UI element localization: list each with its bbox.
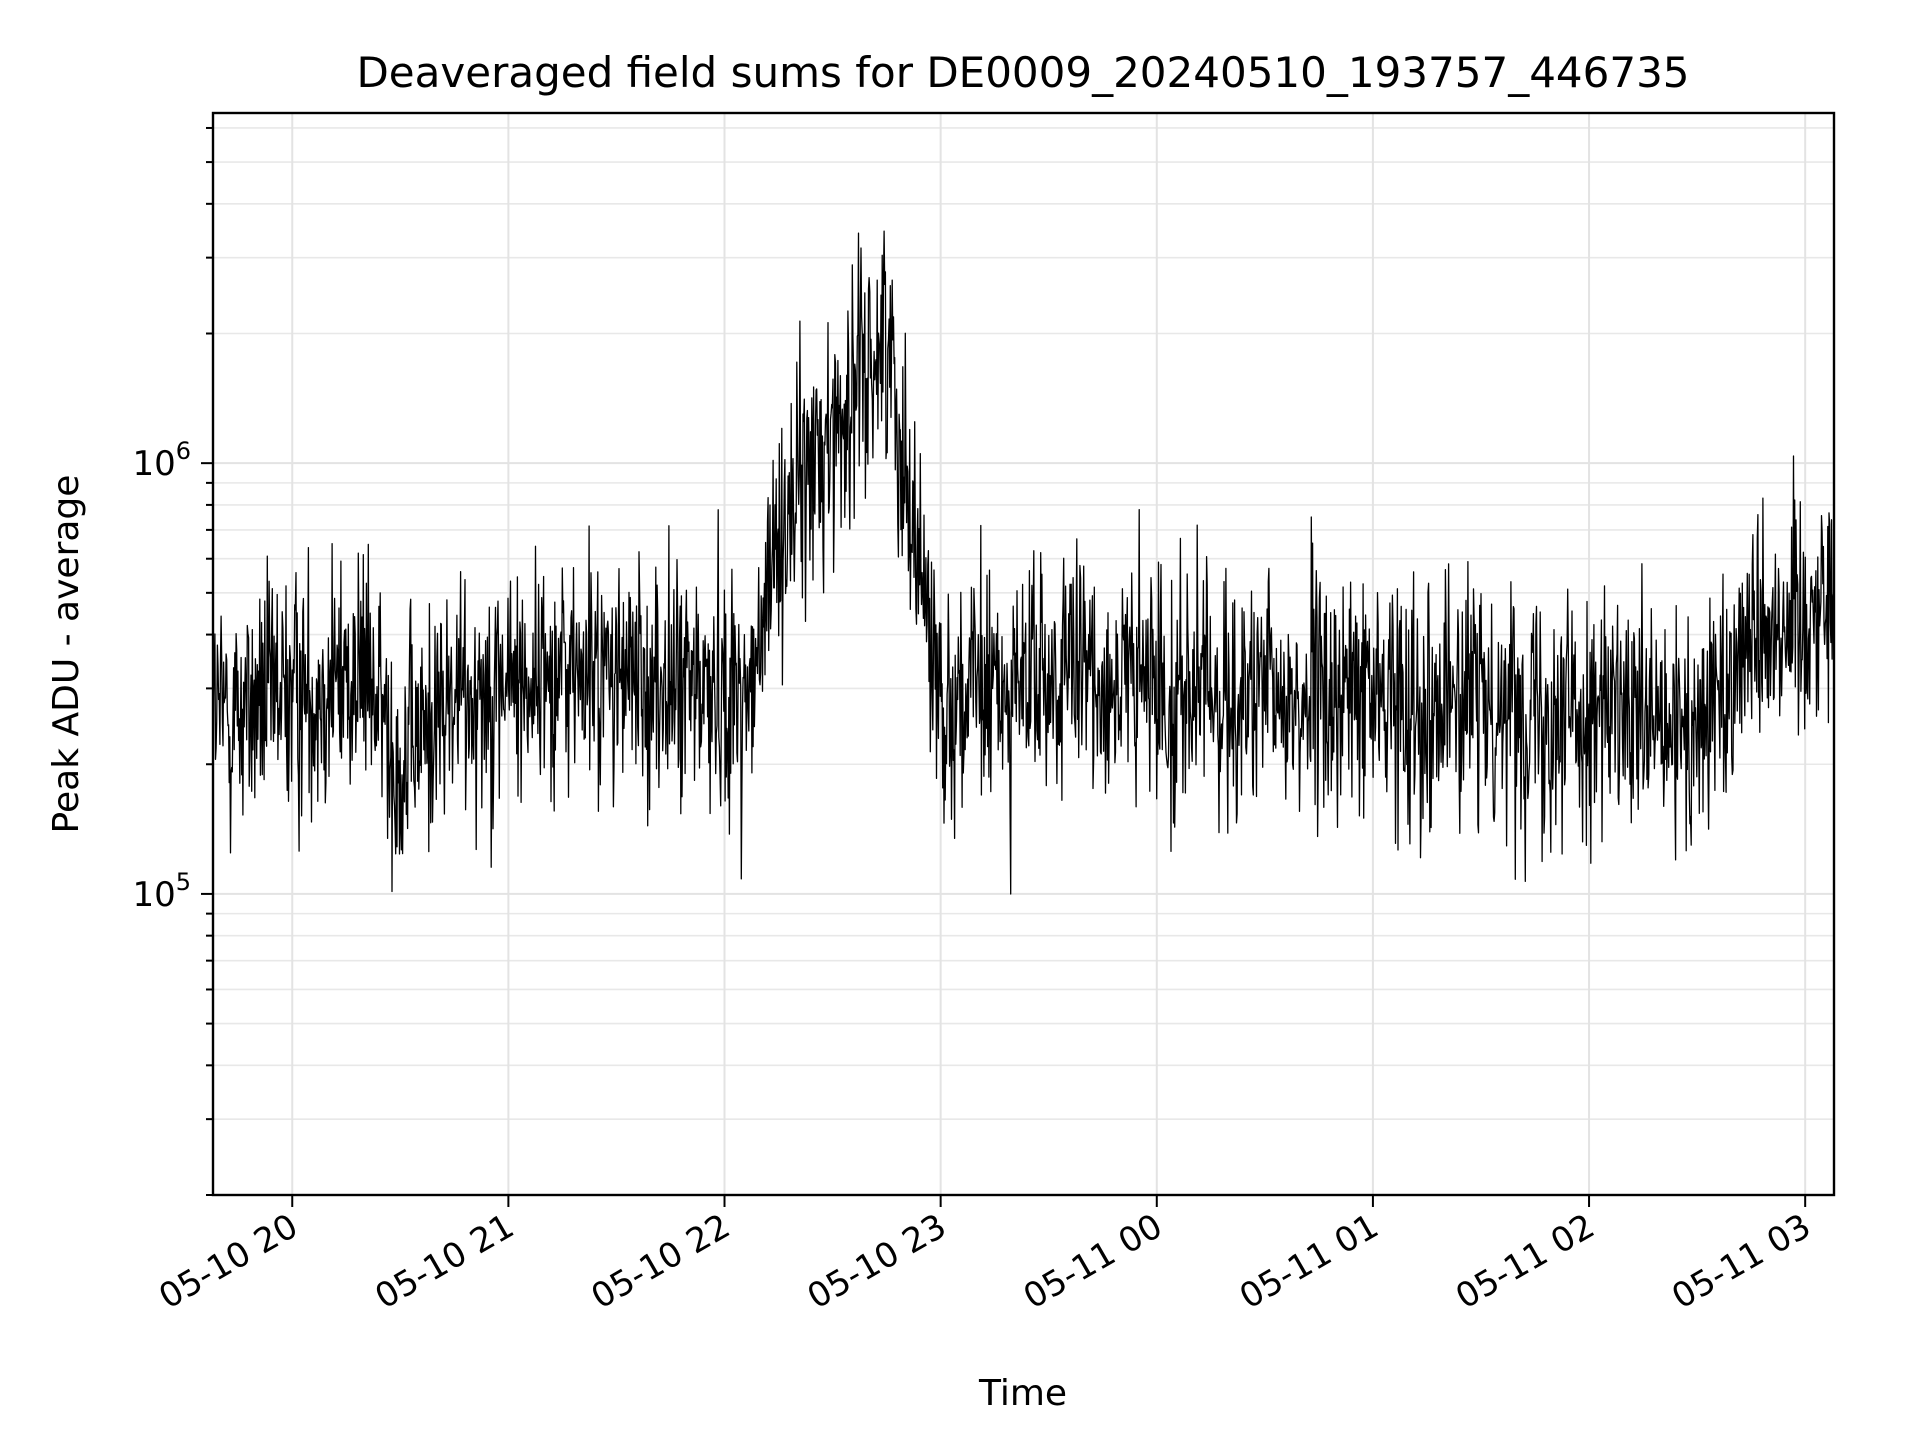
y-tick-label: 106 <box>132 437 191 484</box>
x-tick-label: 05-10 21 <box>368 1206 520 1317</box>
x-tick-label: 05-10 20 <box>152 1206 304 1317</box>
plot-frame <box>211 111 1836 1197</box>
x-tick-label: 05-10 22 <box>585 1206 737 1317</box>
x-tick-label: 05-11 01 <box>1233 1206 1385 1317</box>
x-tick-label: 05-10 23 <box>801 1206 953 1317</box>
series-layer <box>212 230 1835 895</box>
x-tick-label: 05-11 02 <box>1449 1206 1601 1317</box>
y-tick-label: 105 <box>132 868 191 915</box>
x-tick-label: 05-11 00 <box>1017 1206 1169 1317</box>
y-axis-label: Peak ADU - average <box>46 475 87 834</box>
chart-title: Deaveraged field sums for DE0009_2024051… <box>356 48 1689 97</box>
x-tick-label: 05-11 03 <box>1665 1206 1817 1317</box>
x-axis-label: Time <box>978 1373 1067 1414</box>
series-line <box>212 230 1835 895</box>
